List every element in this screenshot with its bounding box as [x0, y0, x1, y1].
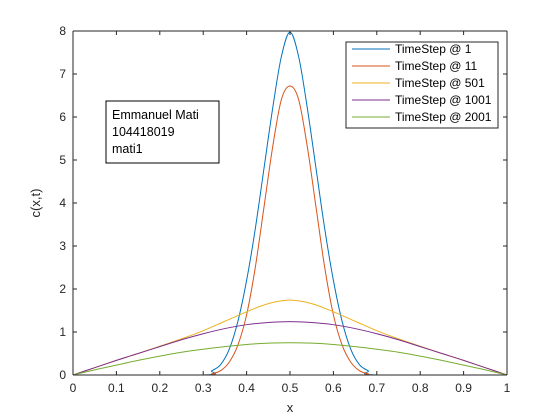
- legend-label-4: TimeStep @ 1001: [395, 93, 492, 107]
- legend: TimeStep @ 1 TimeStep @ 11 TimeStep @ 501 T…: [345, 41, 499, 129]
- y-tick-label: 2: [59, 282, 66, 296]
- x-tick-label: 0.4: [238, 381, 255, 395]
- x-tick-label: 0.9: [455, 381, 472, 395]
- x-tick-label: 0.2: [151, 381, 168, 395]
- series-line-2: [73, 85, 507, 375]
- annotation-line-2: 104418019: [112, 125, 175, 139]
- x-tick-label: 0.8: [412, 381, 429, 395]
- y-tick-label: 0: [59, 368, 66, 382]
- y-tick-label: 4: [59, 196, 66, 210]
- x-tick-label: 0.1: [108, 381, 125, 395]
- legend-label-3: TimeStep @ 501: [395, 76, 485, 90]
- y-tick-label: 5: [59, 153, 66, 167]
- x-tick-label: 0.6: [325, 381, 342, 395]
- x-tick-label: 0.7: [368, 381, 385, 395]
- x-tick-label: 0: [70, 381, 77, 395]
- y-tick-label: 1: [59, 325, 66, 339]
- axes: [72, 30, 508, 376]
- legend-label-5: TimeStep @ 2001: [395, 110, 492, 124]
- series-line-4: [73, 321, 507, 375]
- y-tick-label: 8: [59, 24, 66, 38]
- annotation-line-1: Emmanuel Mati: [112, 108, 199, 122]
- annotation-line-3: mati1: [112, 142, 143, 156]
- y-tick-label: 3: [59, 239, 66, 253]
- y-tick-label: 7: [59, 67, 66, 81]
- y-tick-labels: 0 1 2 3 4 5 6 7 8: [59, 24, 66, 382]
- x-tick-label: 0.3: [195, 381, 212, 395]
- series-line-5: [73, 342, 507, 375]
- legend-label-1: TimeStep @ 1: [395, 42, 472, 56]
- x-tick-labels: 0 0.1 0.2 0.3 0.4 0.5 0.6 0.7 0.8 0.9 1: [70, 381, 511, 395]
- annotation-box: Emmanuel Mati 104418019 mati1: [105, 100, 220, 164]
- y-tick-label: 6: [59, 110, 66, 124]
- x-tick-label: 1: [504, 381, 511, 395]
- x-tick-label: 0.5: [282, 381, 299, 395]
- y-axis-label: c(x,t): [28, 189, 43, 218]
- x-axis-label: x: [287, 400, 294, 415]
- legend-label-2: TimeStep @ 11: [395, 59, 478, 73]
